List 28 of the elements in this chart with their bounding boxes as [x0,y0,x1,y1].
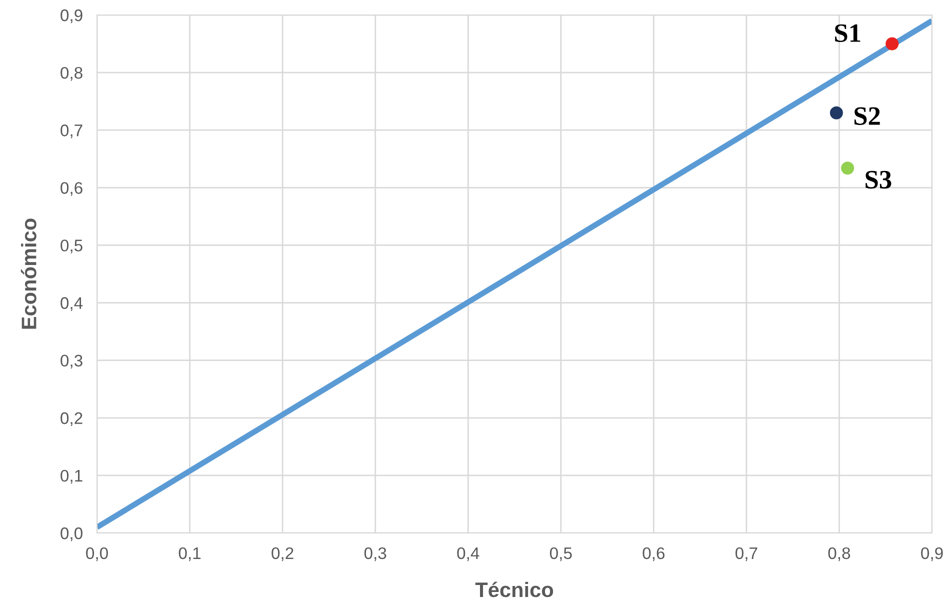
x-tick-label: 0,1 [178,547,201,562]
x-axis-title: Técnico [475,582,554,598]
y-tick-label: 0,9 [60,9,82,24]
point [886,37,899,50]
x-tick-label: 0,6 [642,547,665,562]
x-tick-label: 0,0 [86,547,108,562]
y-axis-title: Económico [20,218,36,329]
y-tick-label: 0,0 [60,527,82,542]
x-tick-label: 0,4 [457,547,480,562]
x-tick-label: 0,7 [736,547,758,562]
y-tick-label: 0,7 [60,124,82,138]
x-tick-label: 0,3 [364,547,386,562]
series-label: S1 [835,24,860,42]
y-tick-label: 0,6 [60,182,82,196]
x-tick-label: 0,9 [921,547,943,562]
series-label: S2 [854,107,880,126]
y-tick-label: 0,2 [60,412,82,426]
series-label: S3 [866,170,892,189]
y-tick-label: 0,1 [60,470,82,484]
x-tick-label: 0,8 [828,547,850,562]
y-tick-label: 0,3 [60,354,82,369]
y-tick-label: 0,5 [60,240,82,254]
x-tick-label: 0,2 [272,547,294,562]
point [841,162,854,175]
x-tick-label: 0,5 [550,547,572,562]
y-tick-label: 0,8 [60,66,82,81]
y-tick-label: 0,4 [60,297,83,311]
point [830,106,843,120]
